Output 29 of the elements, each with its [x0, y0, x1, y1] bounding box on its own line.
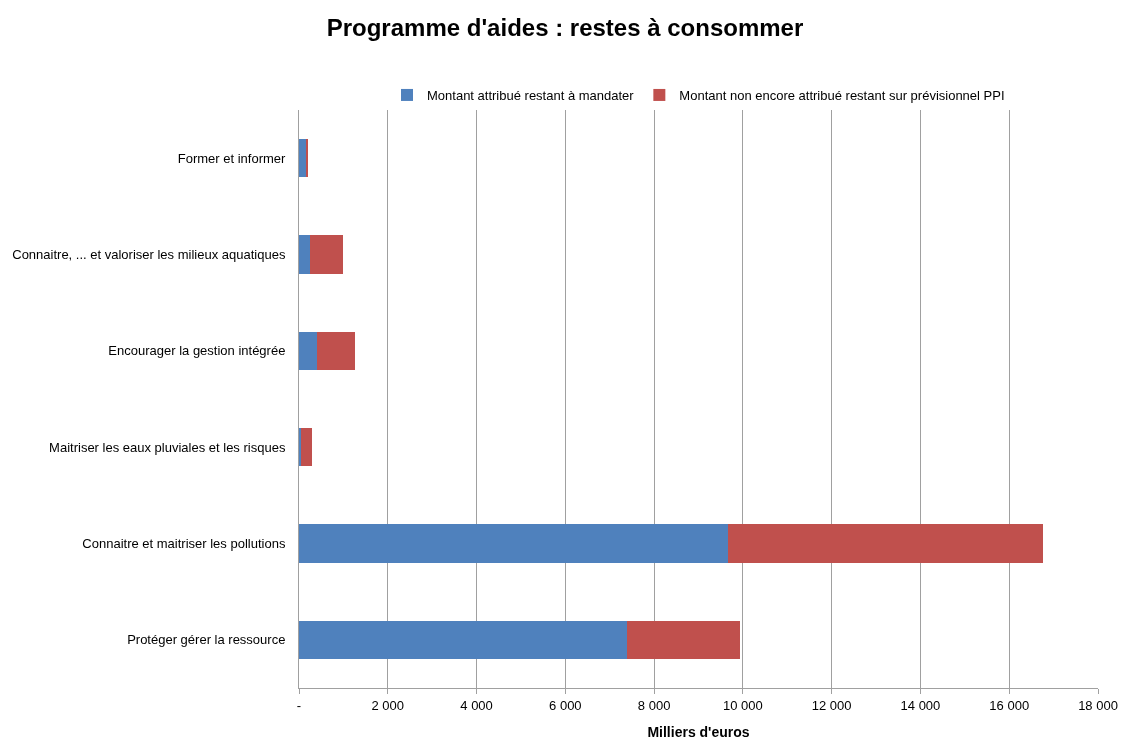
bar: [316, 331, 356, 371]
bar: [299, 331, 317, 371]
y-tick-label: Maitriser les eaux pluviales et les risques: [49, 439, 286, 455]
y-tick-label: Connaitre, ... et valoriser les milieux aquatiques: [12, 247, 286, 263]
x-axis-title: Milliers d'euros: [647, 723, 750, 740]
bar: [728, 524, 1043, 563]
x-tick-label: 14 000: [900, 697, 941, 713]
y-tick-label: Protéger gérer la ressource: [127, 632, 286, 648]
bar: [299, 235, 311, 274]
y-tick-label: Connaitre et maitriser les pollutions: [82, 536, 286, 552]
y-tick-label: Encourager la gestion intégrée: [108, 343, 286, 359]
x-tick-label: 12 000: [811, 697, 852, 713]
legend-label: Montant attribué restant à mandater: [427, 88, 635, 104]
bar: [310, 235, 344, 274]
bar: [627, 620, 741, 660]
x-tick-label: 18 000: [1078, 697, 1118, 713]
bar: [301, 427, 313, 467]
x-tick-label: 16 000: [989, 697, 1030, 713]
y-tick-label: Former et informer: [177, 150, 287, 166]
x-tick-label: 2 000: [371, 697, 405, 713]
chart-title: Programme d'aides : restes à consommer: [326, 13, 804, 41]
bar: [299, 620, 628, 660]
x-tick-label: 6 000: [549, 697, 582, 713]
x-tick-label: 8 000: [637, 697, 671, 713]
x-tick-label: 4 000: [460, 697, 493, 713]
bar: [299, 524, 729, 563]
legend-label: Montant non encore attribué restant sur prévisionnel PPI: [679, 88, 1005, 104]
x-tick-label: -: [296, 697, 302, 713]
x-tick-label: 10 000: [723, 697, 763, 713]
